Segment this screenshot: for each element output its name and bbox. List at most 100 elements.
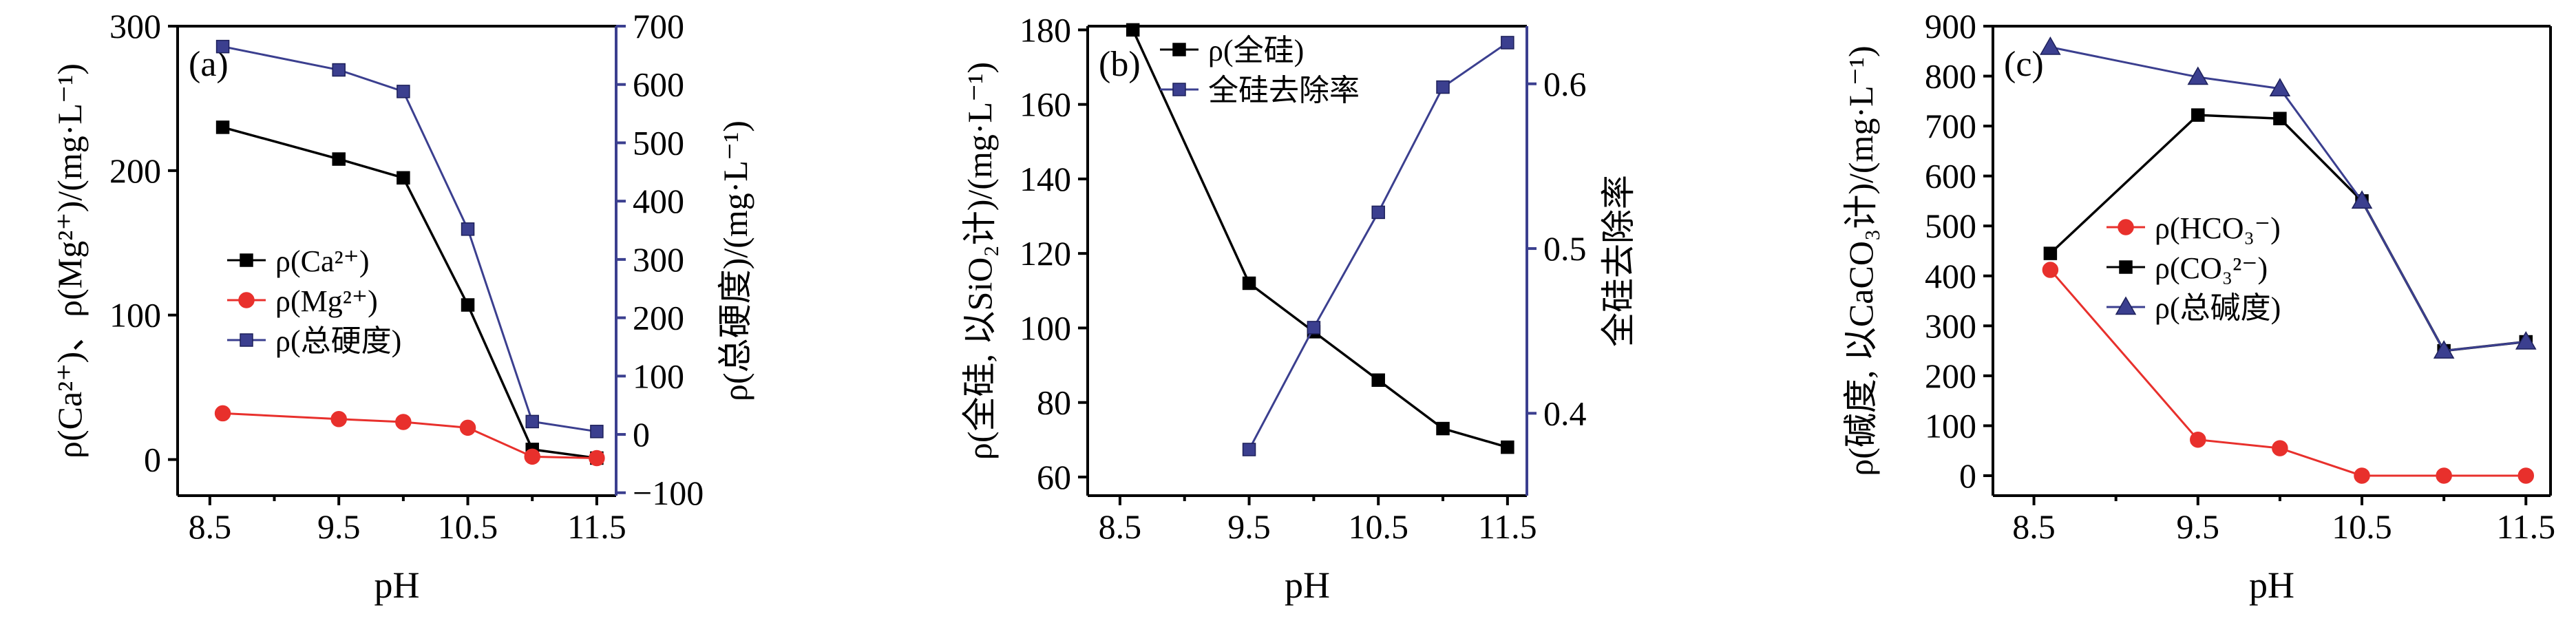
y-tick-label: 0 — [144, 441, 161, 479]
data-point — [2191, 108, 2205, 122]
y-tick-label: 300 — [109, 7, 161, 45]
legend-label: ρ(全硅) — [1208, 34, 1304, 67]
y2-tick-label: 0 — [633, 415, 650, 454]
data-point — [589, 450, 605, 467]
y-tick-label: 400 — [1925, 257, 1976, 295]
data-point — [1501, 440, 1514, 454]
data-point — [524, 448, 540, 465]
y2-tick-label: 0.5 — [1543, 229, 1587, 268]
y2-tick-label: 400 — [633, 182, 684, 220]
data-point — [2433, 340, 2455, 359]
x-tick-label: 8.5 — [2012, 507, 2056, 546]
data-point — [2351, 190, 2373, 209]
data-point — [461, 298, 475, 312]
series-line — [222, 126, 598, 460]
data-point — [2190, 431, 2206, 448]
data-point — [459, 419, 476, 436]
data-point — [215, 120, 230, 134]
data-point — [2517, 467, 2535, 484]
y2-axis-title: ρ(总硬度)/(mg·L⁻¹) — [716, 120, 754, 401]
series-line — [2050, 46, 2526, 352]
data-point — [2354, 467, 2370, 484]
data-point — [397, 171, 410, 185]
y-tick-label: 100 — [1925, 406, 1976, 445]
data-point — [1307, 321, 1321, 335]
y2-tick-label: 200 — [633, 299, 684, 337]
data-point — [590, 425, 604, 439]
data-point — [1371, 373, 1385, 387]
series-line — [1132, 29, 1508, 449]
y-tick-label: 200 — [109, 151, 161, 190]
y-tick-label: 0 — [1959, 456, 1976, 495]
chart-panel-3: 8.5 9.5 10.5 11.5 pH 0 100 200 300 400 500 600 700 80… — [1841, 7, 2555, 606]
x-axis-title: pH — [1285, 564, 1330, 606]
y-tick-label: 120 — [1020, 234, 1071, 273]
y-tick-label: 140 — [1020, 160, 1071, 198]
y-tick-label: 800 — [1925, 57, 1976, 96]
legend: ρ(全硅) 全硅去除率 — [1160, 34, 1360, 107]
data-point — [1242, 443, 1256, 456]
y-tick-label: 160 — [1020, 85, 1071, 124]
x-tick-label: 11.5 — [567, 507, 626, 546]
y2-tick-label: 300 — [633, 240, 684, 279]
data-point — [2273, 112, 2287, 125]
panel-label: (b) — [1099, 45, 1141, 84]
legend-label: ρ(Mg²⁺) — [275, 284, 378, 318]
series-line — [2049, 269, 2526, 477]
y2-tick-label: 500 — [633, 123, 684, 162]
legend-label: 全硅去除率 — [1208, 74, 1360, 107]
x-tick-label: 8.5 — [189, 507, 232, 546]
legend: ρ(HCO₃⁻) ρ(CO₃²⁻) ρ(总碱度) — [2107, 211, 2281, 325]
legend-swatch-marker — [2119, 260, 2133, 274]
y-tick-label: 80 — [1037, 383, 1071, 422]
series-line — [222, 45, 598, 433]
x-tick-label: 9.5 — [317, 507, 361, 546]
y-tick-label: 300 — [1925, 306, 1976, 345]
data-point — [461, 222, 475, 236]
data-point — [1371, 205, 1385, 220]
y-tick-label: 700 — [1925, 107, 1976, 145]
data-point — [2040, 36, 2061, 55]
data-point — [2043, 246, 2058, 260]
x-tick-label: 10.5 — [438, 507, 498, 546]
legend-label: ρ(Ca²⁺) — [275, 244, 370, 278]
y2-tick-label: 700 — [633, 7, 684, 45]
y2-axis-title: 全硅去除率 — [1599, 175, 1638, 347]
x-tick-label: 11.5 — [1478, 507, 1537, 546]
data-point — [214, 405, 231, 422]
x-tick-label: 10.5 — [2332, 507, 2392, 546]
legend-swatch-marker — [238, 292, 255, 308]
data-point — [215, 39, 230, 54]
legend-label: ρ(总碱度) — [2155, 291, 2281, 325]
data-point — [2272, 440, 2288, 456]
data-point — [397, 85, 410, 98]
legend-label: ρ(总硬度) — [275, 324, 401, 358]
y-tick-label: 100 — [1020, 308, 1071, 347]
y-tick-label: 100 — [109, 296, 161, 335]
legend-label: ρ(CO₃²⁻) — [2155, 251, 2268, 285]
data-point — [525, 414, 539, 429]
y-tick-label: 600 — [1925, 157, 1976, 196]
legend-swatch-marker — [2118, 219, 2134, 235]
chart-panel-1: 8.5 9.5 10.5 11.5 pH 0 100 200 300 ρ(Ca²⁺)、ρ(Mg²⁺… — [50, 7, 754, 606]
data-point — [330, 411, 347, 427]
legend-swatch-marker — [240, 253, 253, 267]
legend-swatch-marker — [240, 333, 253, 347]
data-point — [395, 414, 412, 430]
y2-tick-label: −100 — [633, 474, 704, 512]
y2-tick-label: 0.4 — [1543, 394, 1587, 432]
y2-tick-label: 0.6 — [1543, 65, 1587, 103]
data-point — [2187, 66, 2209, 85]
y-tick-label: 200 — [1925, 357, 1976, 395]
data-point — [1126, 23, 1140, 37]
y-axis-title: ρ(碱度, 以CaCO₃计)/(mg·L⁻¹) — [1841, 45, 1880, 476]
x-axis-title: pH — [374, 564, 420, 606]
x-tick-label: 10.5 — [1348, 507, 1408, 546]
x-axis-title: pH — [2249, 564, 2294, 606]
series-line — [222, 412, 597, 459]
x-tick-label: 11.5 — [2496, 507, 2555, 546]
panel-label: (c) — [2004, 45, 2044, 84]
y2-tick-label: 100 — [633, 357, 684, 395]
legend-swatch-marker — [1172, 83, 1186, 96]
x-tick-label: 8.5 — [1099, 507, 1142, 546]
